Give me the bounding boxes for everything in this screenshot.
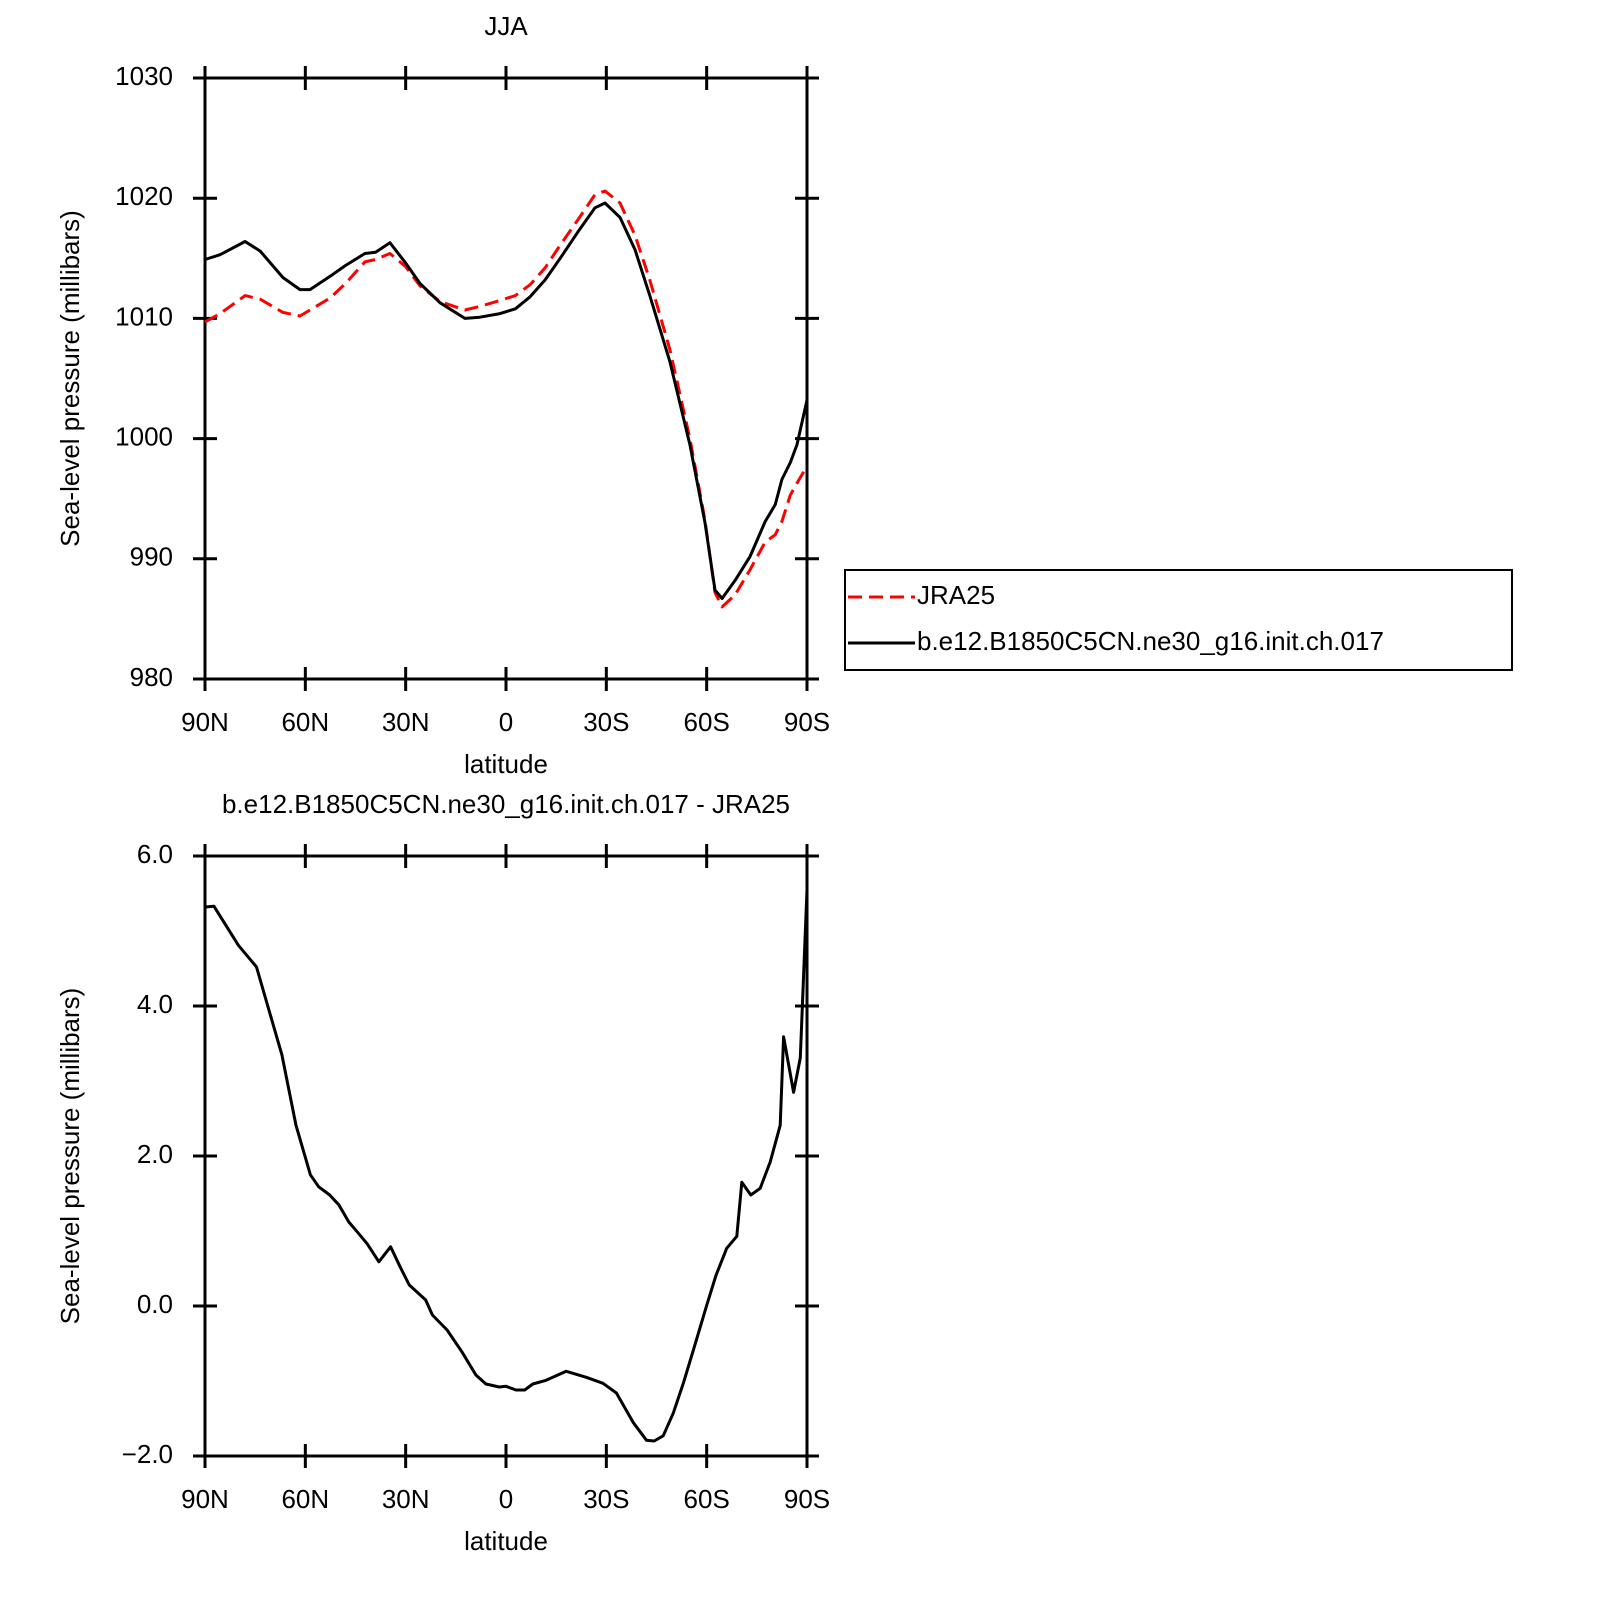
legend-label: b.e12.B1850C5CN.ne30_g16.init.ch.017 xyxy=(917,626,1384,656)
x-tick-label: 90N xyxy=(181,1484,229,1514)
x-tick-label: 90N xyxy=(181,707,229,737)
y-tick-label: 4.0 xyxy=(137,989,173,1019)
x-tick-label: 30S xyxy=(583,1484,629,1514)
y-tick-label: 6.0 xyxy=(137,839,173,869)
y-tick-label: 1020 xyxy=(115,181,173,211)
y-tick-label: 1030 xyxy=(115,61,173,91)
x-tick-label: 60S xyxy=(684,1484,730,1514)
x-axis-label: latitude xyxy=(464,749,548,779)
legend-box xyxy=(844,569,1513,671)
chart-title: b.e12.B1850C5CN.ne30_g16.init.ch.017 - J… xyxy=(222,789,790,819)
x-tick-label: 60N xyxy=(281,707,329,737)
chart-title: JJA xyxy=(484,11,528,41)
y-axis-label: Sea-level pressure (millibars) xyxy=(55,988,85,1325)
x-tick-label: 30S xyxy=(583,707,629,737)
y-tick-label: −2.0 xyxy=(122,1439,173,1469)
y-axis-label: Sea-level pressure (millibars) xyxy=(55,210,85,547)
y-tick-label: 980 xyxy=(130,662,173,692)
plot-frame xyxy=(203,76,809,681)
x-tick-label: 60N xyxy=(281,1484,329,1514)
plot-frame xyxy=(203,854,809,1458)
x-tick-label: 0 xyxy=(499,1484,513,1514)
x-tick-label: 60S xyxy=(684,707,730,737)
y-tick-label: 990 xyxy=(130,542,173,572)
data-line xyxy=(204,889,809,1443)
data-line xyxy=(204,189,809,609)
data-line xyxy=(204,201,809,600)
y-tick-label: 0.0 xyxy=(137,1289,173,1319)
legend-label: JRA25 xyxy=(917,580,995,610)
x-tick-label: 30N xyxy=(382,1484,430,1514)
x-tick-label: 30N xyxy=(382,707,430,737)
y-tick-label: 1000 xyxy=(115,421,173,451)
y-tick-label: 1010 xyxy=(115,301,173,331)
y-tick-label: 2.0 xyxy=(137,1139,173,1169)
x-tick-label: 0 xyxy=(499,707,513,737)
x-tick-label: 90S xyxy=(784,707,830,737)
x-axis-label: latitude xyxy=(464,1526,548,1556)
x-tick-label: 90S xyxy=(784,1484,830,1514)
